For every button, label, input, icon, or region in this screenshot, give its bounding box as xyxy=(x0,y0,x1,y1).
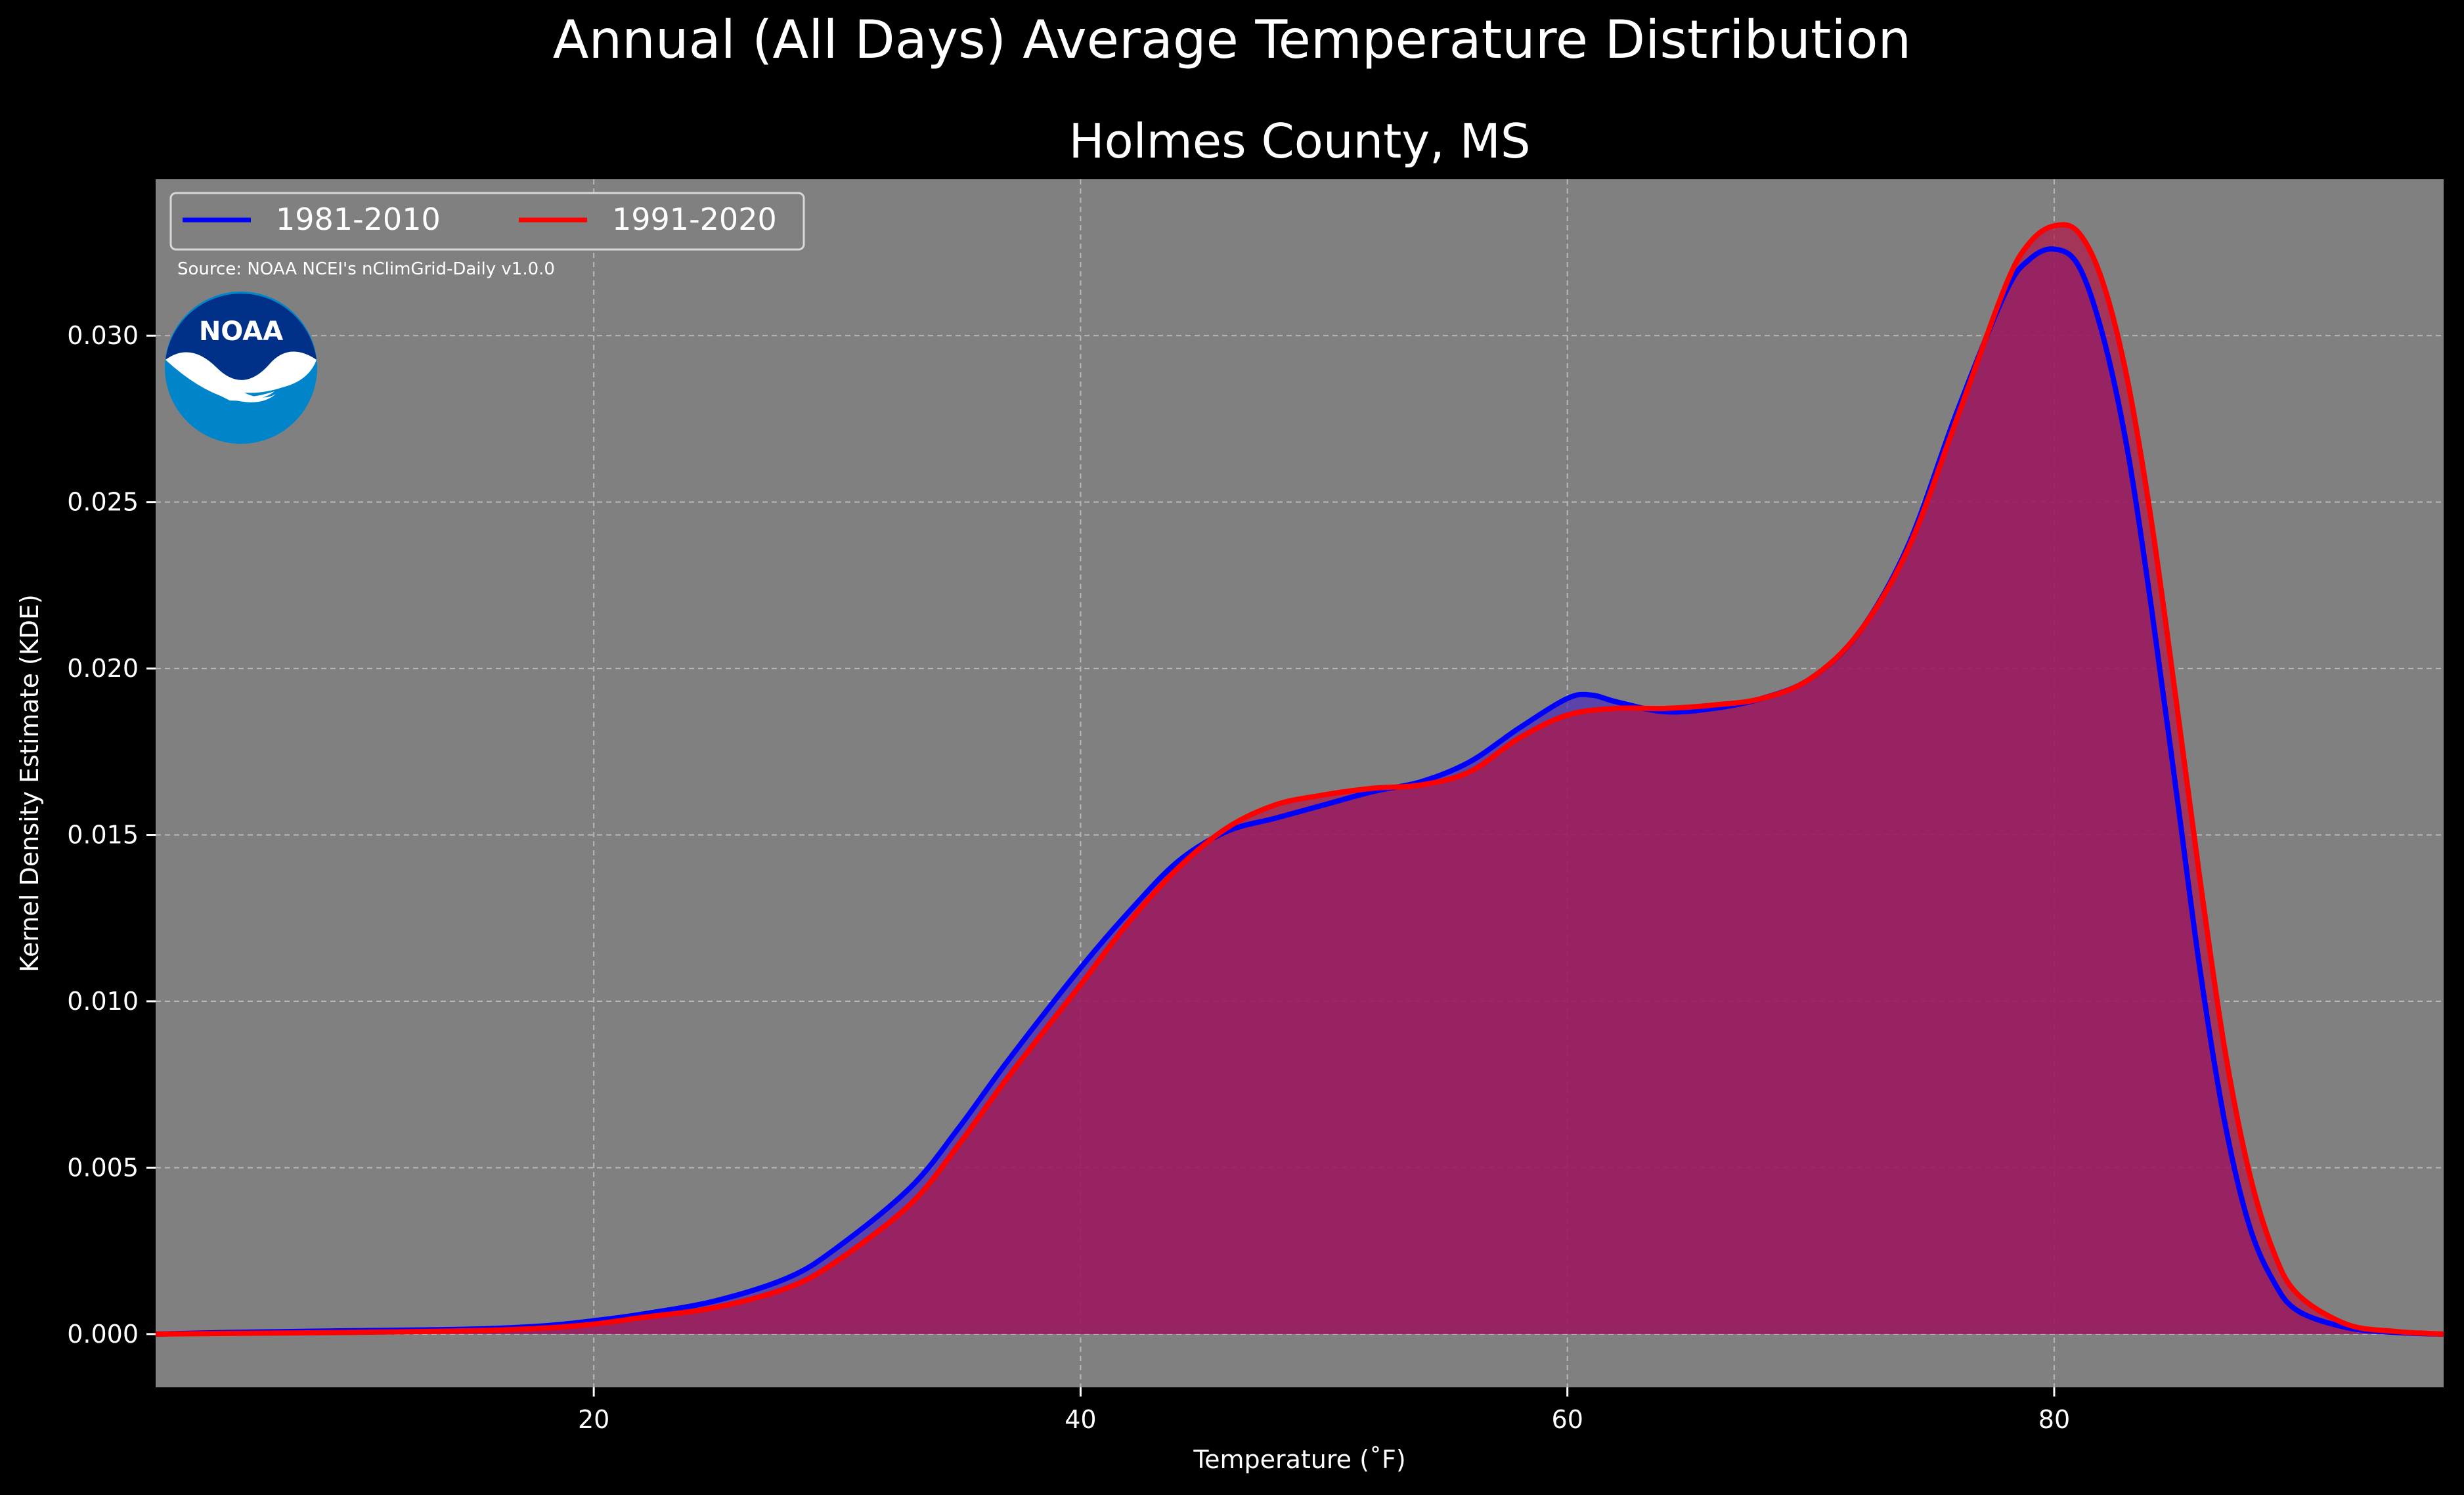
y-tick-label: 0.020 xyxy=(67,654,139,683)
x-axis-ticks: 20 40 60 80 xyxy=(578,1387,2070,1434)
series-areas xyxy=(156,225,2444,1334)
x-tick-label: 80 xyxy=(2038,1405,2070,1434)
y-tick-label: 0.010 xyxy=(67,987,139,1016)
legend-label-1991-2020: 1991-2020 xyxy=(612,202,777,237)
legend-box xyxy=(169,192,805,251)
y-tick-label: 0.025 xyxy=(67,488,139,517)
series-line-1981-2010 xyxy=(155,246,2444,1337)
legend-label-1981-2010: 1981-2010 xyxy=(276,202,441,237)
series-lines xyxy=(155,222,2444,1337)
series-line-1991-2020 xyxy=(155,222,2444,1337)
source-note: Source: NOAA NCEI's nClimGrid-Daily v1.0… xyxy=(177,259,555,279)
noaa-logo-icon: NOAA xyxy=(165,292,317,444)
x-tick-label: 60 xyxy=(1552,1405,1583,1434)
x-axis-label: Temperature (˚F) xyxy=(1193,1445,1405,1474)
y-axis-label: Kernel Density Estimate (KDE) xyxy=(15,594,44,972)
x-tick-label: 40 xyxy=(1065,1405,1096,1434)
y-tick-label: 0.030 xyxy=(67,321,139,350)
x-tick-label: 20 xyxy=(578,1405,609,1434)
y-tick-label: 0.005 xyxy=(67,1153,139,1182)
y-tick-label: 0.015 xyxy=(67,821,139,850)
noaa-logo-text: NOAA xyxy=(199,316,283,347)
y-tick-label: 0.000 xyxy=(67,1320,139,1349)
chart-title: Holmes County, MS xyxy=(1068,114,1530,169)
series-area-1991-2020 xyxy=(156,225,2444,1334)
legend: 1981-2010 1991-2020 xyxy=(169,192,805,251)
y-axis-ticks: 0.000 0.005 0.010 0.015 0.020 0.025 0.030 xyxy=(67,321,156,1349)
chart-suptitle: Annual (All Days) Average Temperature Di… xyxy=(553,9,1911,70)
